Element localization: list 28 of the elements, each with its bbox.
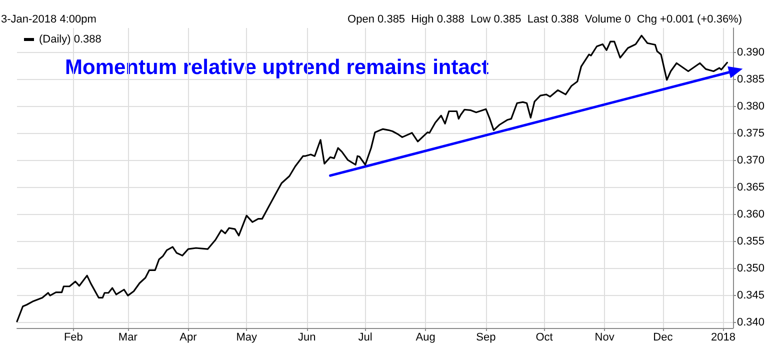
x-tick-label: Jun <box>298 332 316 344</box>
y-tick-label: 0.380 <box>737 100 765 112</box>
y-tick-label: 0.355 <box>737 236 765 248</box>
x-tick-label: Oct <box>536 332 553 344</box>
y-tick-label: 0.345 <box>737 290 765 302</box>
x-tick-label: Dec <box>653 332 674 344</box>
y-tick-label: 0.340 <box>737 316 765 329</box>
chart-subtitle: 3-Jan-2018 4:00pm <box>1 14 96 26</box>
x-tick-label: May <box>236 332 258 344</box>
x-tick-label: 2018 <box>711 332 736 344</box>
annotation: Momentum relative uptrend remains intact <box>65 56 489 79</box>
x-tick-label: Feb <box>64 332 83 344</box>
x-tick-label: Jul <box>358 332 372 344</box>
x-tick-label: Nov <box>594 332 615 344</box>
legend-label: (Daily) 0.388 <box>39 34 102 46</box>
y-tick-label: 0.370 <box>737 154 765 166</box>
y-tick-label: 0.385 <box>737 73 765 86</box>
y-tick-label: 0.390 <box>737 46 765 58</box>
line-series <box>16 34 728 322</box>
x-tick-label: Apr <box>180 332 198 344</box>
y-tick-label: 0.375 <box>737 127 765 140</box>
x-tick-label: Sep <box>476 332 496 344</box>
y-tick-label: 0.350 <box>737 262 765 275</box>
x-tick-label: Aug <box>416 332 436 344</box>
y-tick-label: 0.360 <box>737 208 765 220</box>
text: Open 0.385 High 0.388 Low 0.385 Last 0.388 Volume 0 Chg +0.001 (+0.36%) <box>348 14 742 26</box>
y-tick-label: 0.365 <box>737 181 765 194</box>
x-tick-label: Mar <box>118 332 138 344</box>
